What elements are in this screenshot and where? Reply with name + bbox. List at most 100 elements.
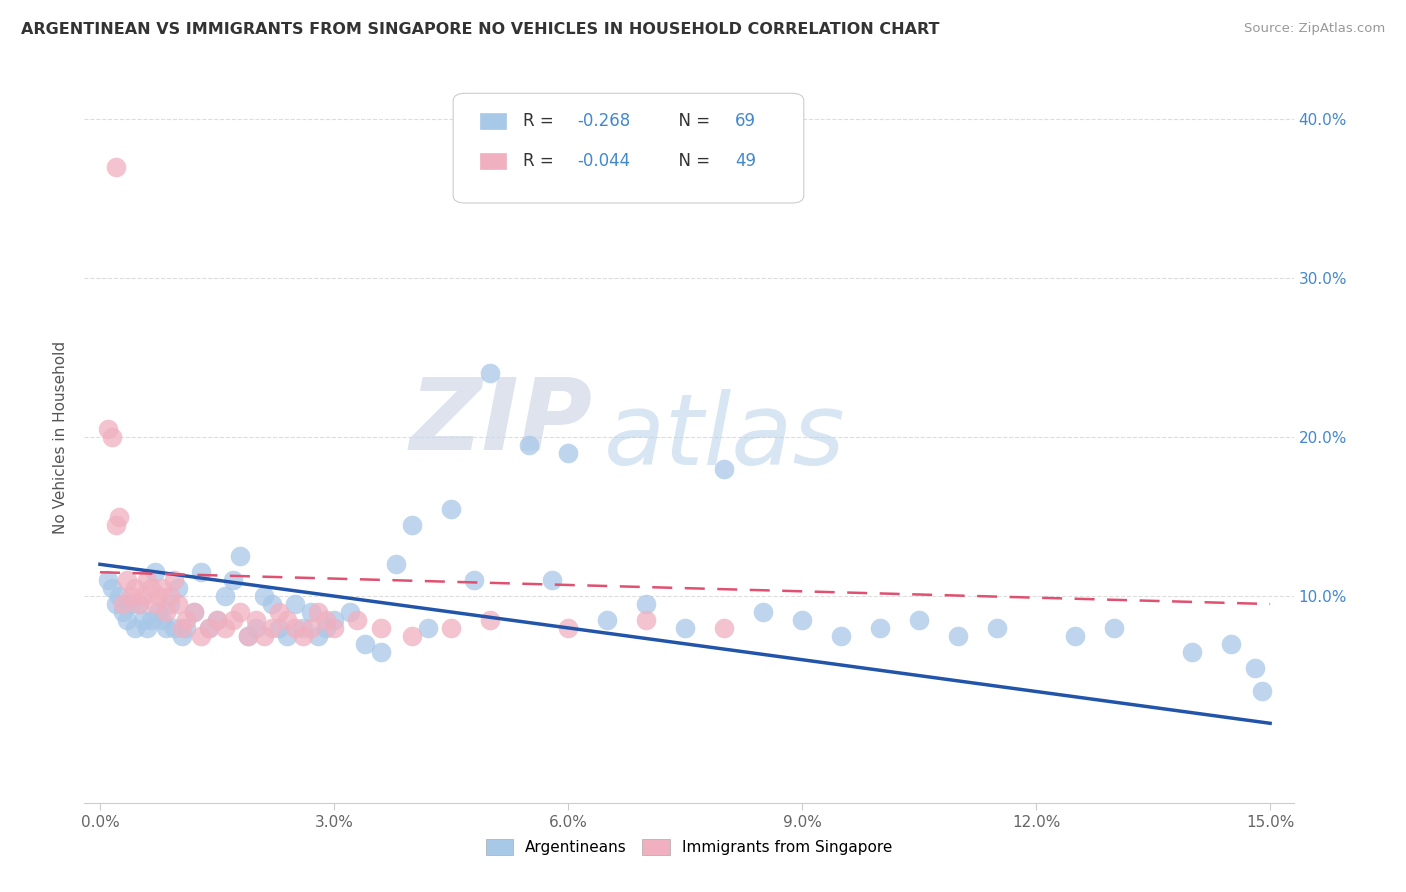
Point	[1102, 621, 1125, 635]
Text: R =: R =	[523, 112, 560, 130]
Text: atlas: atlas	[605, 389, 846, 485]
Point	[245, 613, 267, 627]
Point	[159, 597, 181, 611]
Point	[143, 597, 166, 611]
Point	[790, 613, 813, 627]
Point	[108, 509, 131, 524]
Point	[124, 581, 146, 595]
Point	[183, 605, 205, 619]
Point	[673, 621, 696, 635]
Text: 69: 69	[735, 112, 756, 130]
Point	[117, 573, 139, 587]
Point	[634, 613, 657, 627]
Point	[120, 597, 142, 611]
Point	[596, 613, 619, 627]
Point	[634, 597, 657, 611]
Point	[260, 597, 283, 611]
Point	[229, 549, 252, 564]
Point	[104, 517, 127, 532]
Text: N =: N =	[668, 112, 716, 130]
Point	[307, 605, 329, 619]
Point	[100, 581, 122, 595]
Point	[163, 621, 186, 635]
Bar	[479, 153, 506, 169]
Point	[124, 621, 146, 635]
Point	[253, 589, 276, 603]
Point	[198, 621, 221, 635]
Point	[167, 581, 190, 595]
Legend: Argentineans, Immigrants from Singapore: Argentineans, Immigrants from Singapore	[479, 833, 898, 861]
Point	[284, 597, 307, 611]
Point	[112, 605, 135, 619]
Point	[170, 621, 193, 635]
Point	[440, 621, 463, 635]
Point	[132, 589, 155, 603]
Point	[557, 446, 579, 460]
Point	[1220, 637, 1243, 651]
Point	[159, 589, 181, 603]
Point	[117, 613, 139, 627]
Point	[284, 621, 307, 635]
Point	[143, 566, 166, 580]
Point	[276, 613, 298, 627]
Point	[163, 573, 186, 587]
Point	[174, 621, 197, 635]
Point	[139, 613, 162, 627]
Point	[260, 621, 283, 635]
Point	[370, 621, 392, 635]
FancyBboxPatch shape	[453, 94, 804, 203]
Point	[299, 605, 322, 619]
Point	[752, 605, 775, 619]
Point	[190, 566, 212, 580]
Point	[221, 573, 243, 587]
Point	[713, 621, 735, 635]
Point	[323, 621, 346, 635]
Point	[97, 422, 120, 436]
Point	[198, 621, 221, 635]
Point	[190, 629, 212, 643]
Point	[135, 621, 157, 635]
Point	[150, 581, 173, 595]
Point	[479, 367, 502, 381]
Point	[269, 605, 291, 619]
Point	[1181, 645, 1204, 659]
Point	[346, 613, 368, 627]
Point	[401, 517, 423, 532]
Point	[416, 621, 439, 635]
Point	[541, 573, 564, 587]
Point	[112, 597, 135, 611]
Point	[100, 430, 122, 444]
Point	[315, 621, 337, 635]
Point	[830, 629, 852, 643]
Text: N =: N =	[668, 152, 716, 169]
Point	[104, 160, 127, 174]
Point	[986, 621, 1008, 635]
Point	[291, 629, 314, 643]
Point	[183, 605, 205, 619]
Text: Source: ZipAtlas.com: Source: ZipAtlas.com	[1244, 22, 1385, 36]
Point	[104, 597, 127, 611]
Point	[170, 629, 193, 643]
Point	[908, 613, 931, 627]
Point	[1064, 629, 1087, 643]
Point	[108, 589, 131, 603]
Point	[167, 597, 190, 611]
Point	[245, 621, 267, 635]
Point	[214, 589, 236, 603]
Point	[1251, 684, 1274, 698]
Bar	[479, 113, 506, 129]
Point	[128, 597, 150, 611]
Text: -0.268: -0.268	[578, 112, 631, 130]
Point	[557, 621, 579, 635]
Point	[315, 613, 337, 627]
Point	[221, 613, 243, 627]
Text: -0.044: -0.044	[578, 152, 631, 169]
Point	[150, 613, 173, 627]
Point	[307, 629, 329, 643]
Point	[238, 629, 260, 643]
Point	[205, 613, 228, 627]
Point	[440, 501, 463, 516]
Point	[1243, 660, 1265, 674]
Text: R =: R =	[523, 152, 560, 169]
Point	[97, 573, 120, 587]
